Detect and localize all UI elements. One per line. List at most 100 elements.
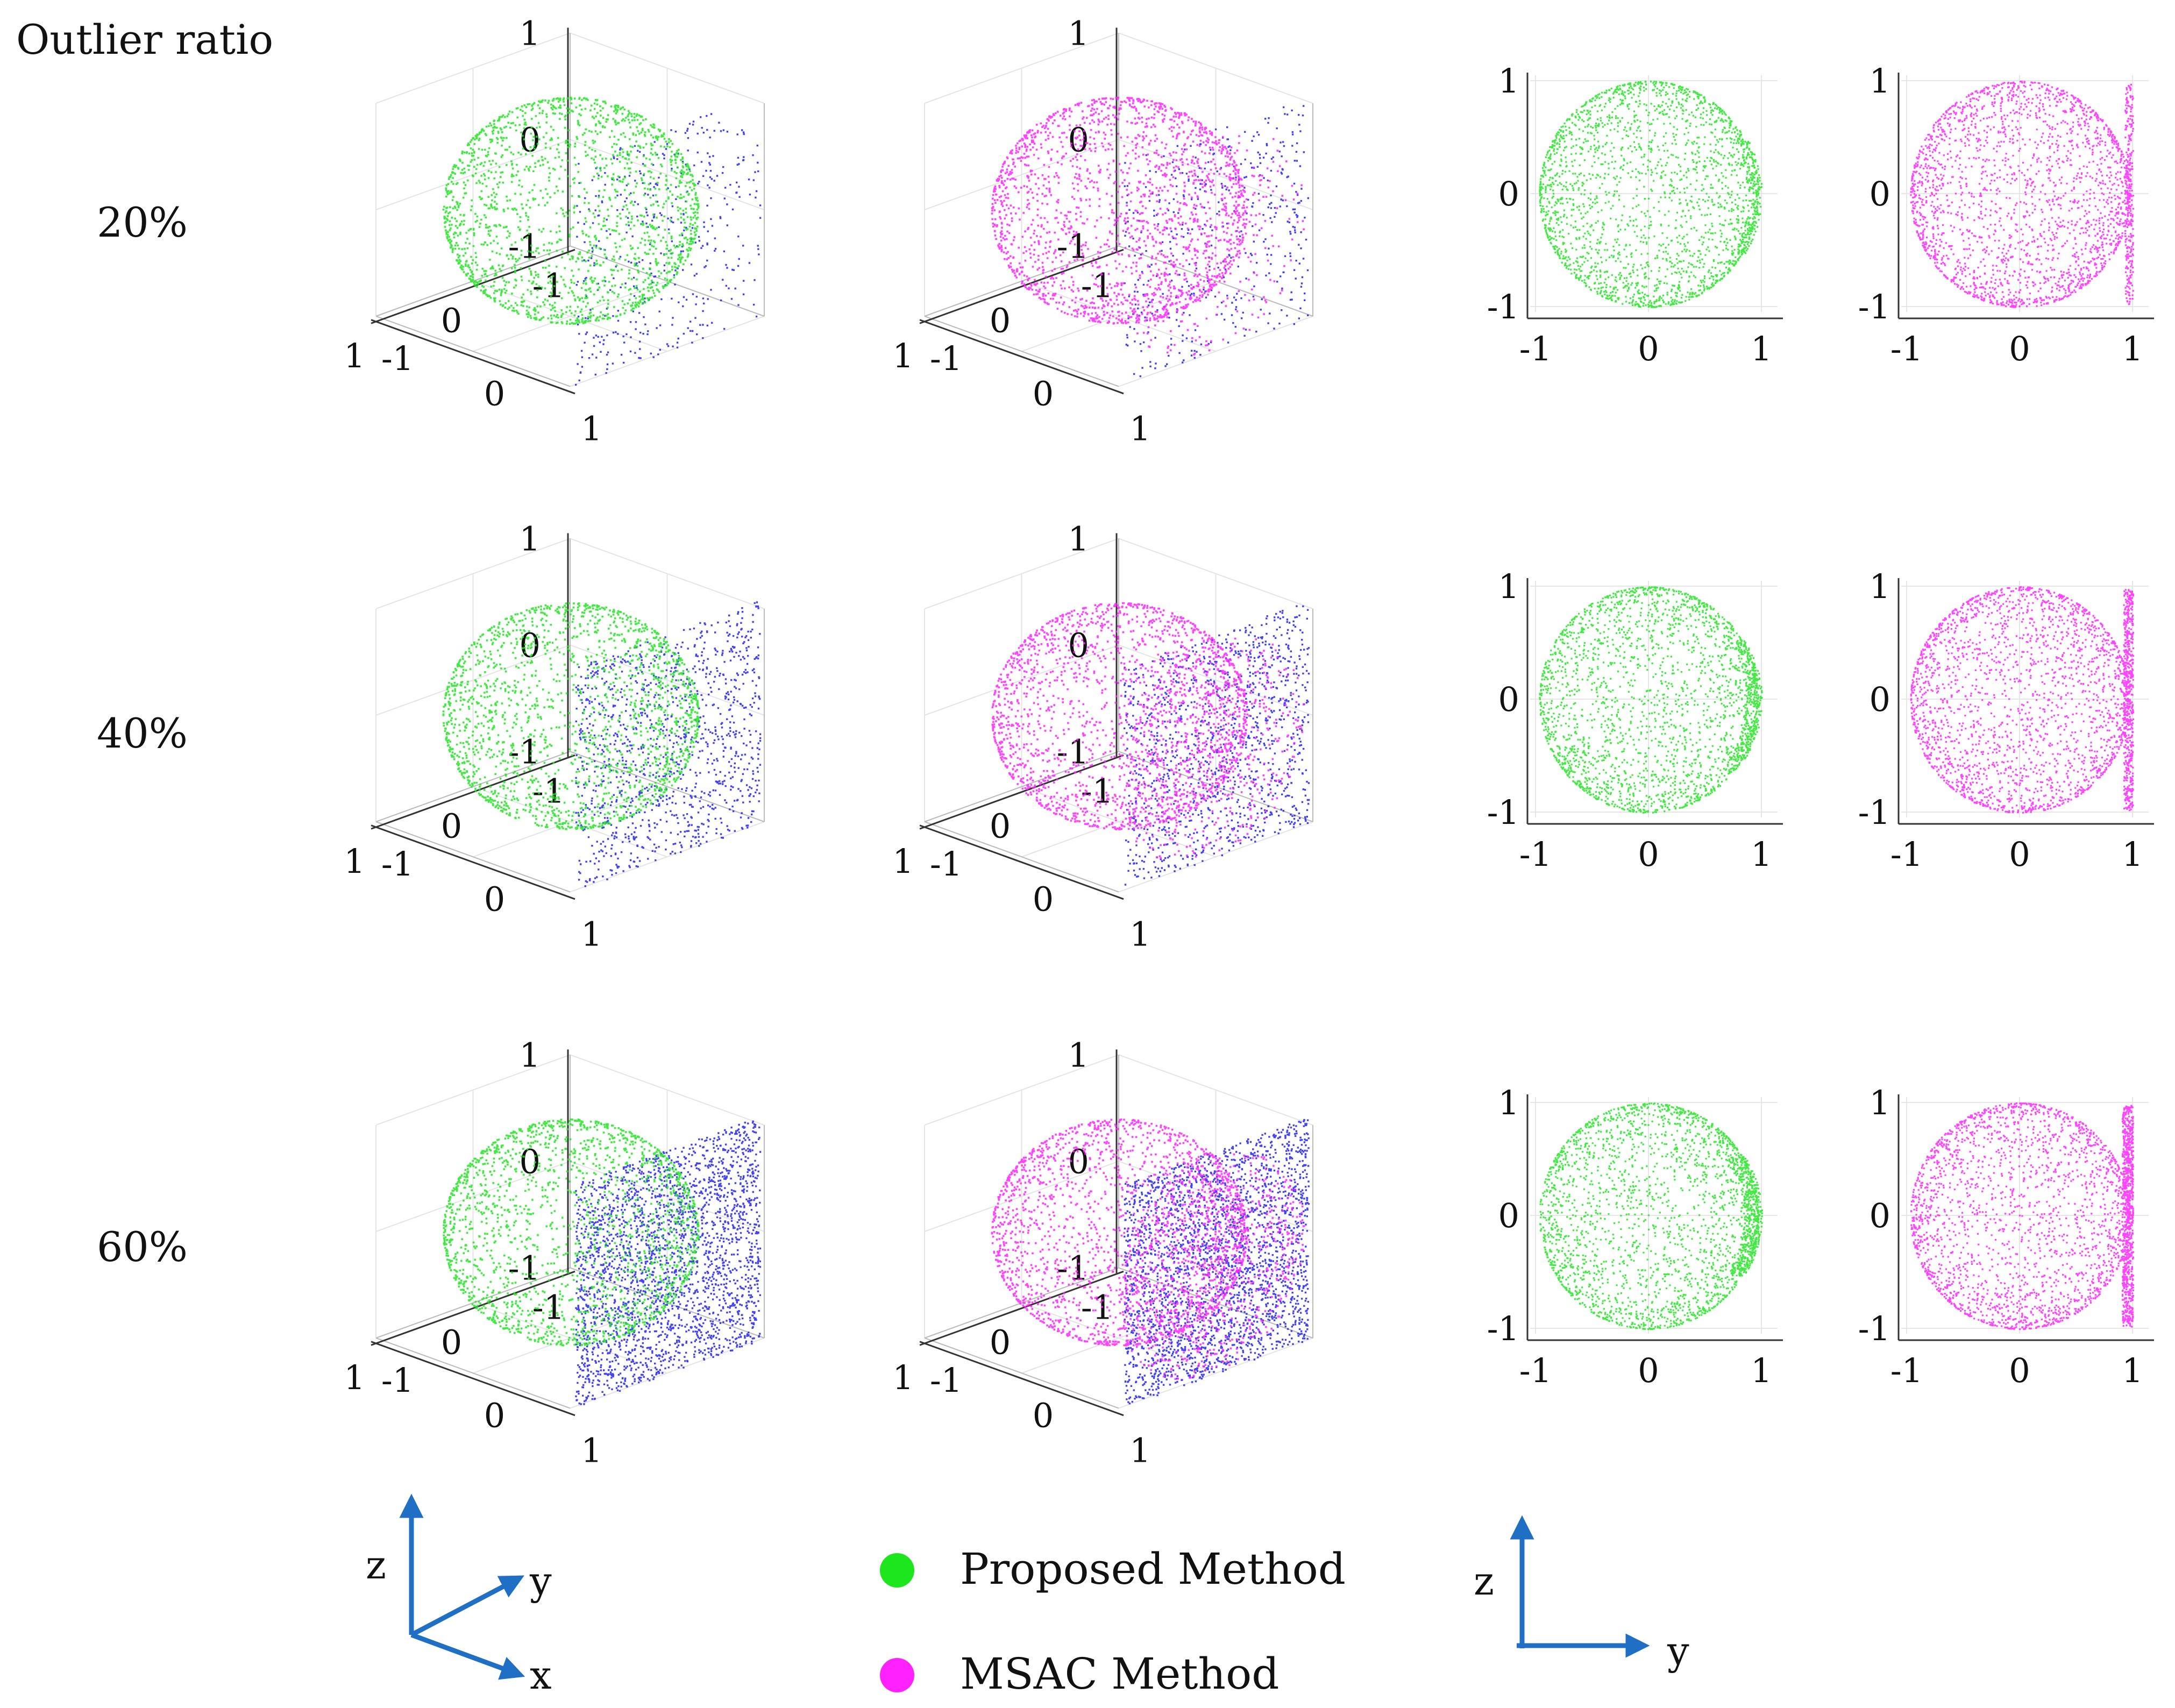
x-tick-label: 0	[441, 301, 462, 340]
panel-yz-msac-60pct: -1-1 0 0 1 1	[1858, 1083, 2154, 1390]
x-tick-label: 1	[344, 336, 365, 375]
legend-msac-marker	[880, 1658, 914, 1692]
box-edge	[375, 821, 571, 893]
y-tick-label: 1	[1751, 329, 1772, 368]
z-tick-label: 0	[520, 625, 541, 665]
y-axis-line	[371, 319, 575, 395]
y-axis-line	[919, 1341, 1124, 1417]
outlier-points	[1124, 605, 1310, 886]
inlier-points	[1910, 1102, 2135, 1330]
x-tick-label: 0	[990, 301, 1011, 340]
x-tick-label: 1	[344, 842, 365, 881]
y-tick-label: -1	[1890, 835, 1923, 874]
inlier-points	[442, 96, 700, 325]
scatter-panels: -1-1-1000111-1-1-1000111-1-10011-1-10011…	[344, 13, 2154, 1470]
x-tick-label: 1	[892, 336, 913, 375]
x-label-3d: x	[530, 1653, 552, 1698]
x-tick-label: 1	[344, 1358, 365, 1397]
y-tick-label: -1	[930, 844, 962, 884]
z-tick-label: -1	[508, 1248, 541, 1287]
box-edge	[375, 1337, 571, 1409]
panel-yz-proposed-40pct: -1-1 0 0 1 1	[1487, 567, 1783, 874]
x-tick-label: 0	[441, 807, 462, 846]
y-axis-line	[919, 824, 1124, 900]
z-tick-label: 1	[1068, 1035, 1089, 1074]
outlier-points	[575, 113, 762, 386]
z-tick-label: -1	[1858, 793, 1890, 832]
y-tick-label: -1	[930, 339, 962, 378]
y-axis-arrow-3d	[410, 1575, 524, 1637]
y-tick-label: 1	[581, 915, 602, 954]
y-tick-label: 1	[1129, 915, 1150, 954]
z-tick-label: -1	[1487, 793, 1519, 832]
z-label-3d: z	[366, 1542, 386, 1588]
y-tick-label: 0	[1638, 835, 1659, 874]
z-tick-label: 1	[1068, 13, 1089, 53]
grid-2d	[1530, 581, 1778, 817]
y-tick-label: 1	[581, 409, 602, 449]
y-tick-label: -1	[1519, 835, 1552, 874]
y-axis-line	[371, 1341, 575, 1417]
x-tick-label: 0	[990, 1323, 1011, 1362]
z-tick-label: 1	[1068, 519, 1089, 558]
inlier-points	[1539, 81, 1763, 308]
z-tick-label: 1	[1870, 61, 1890, 101]
outlier-ratio-header: Outlier ratio	[16, 16, 273, 63]
row-labels: 20% 40% 60%	[97, 198, 188, 1271]
x-tick-label: 1	[892, 1358, 913, 1397]
panel-yz-msac-20pct: -1-1 0 0 1 1	[1858, 61, 2154, 368]
z-tick-label: -1	[508, 226, 541, 266]
z-tick-label: 1	[1870, 567, 1890, 606]
x-axis-line	[919, 248, 1124, 324]
y-label-3d: y	[529, 1558, 552, 1604]
outlier-points	[575, 1120, 762, 1405]
y-tick-label: 0	[484, 879, 505, 919]
y-tick-label: 1	[2122, 329, 2143, 368]
x-axis-line	[371, 248, 575, 324]
inlier-points	[991, 602, 1305, 859]
y-tick-label: -1	[381, 339, 414, 378]
panel-yz-proposed-20pct: -1-1 0 0 1 1	[1487, 61, 1783, 368]
box-edge	[924, 1337, 1119, 1409]
grid-2d	[1901, 1097, 2149, 1334]
z-tick-label: -1	[1487, 1309, 1519, 1348]
y-tick-label: -1	[930, 1361, 962, 1400]
y-axis-line	[371, 824, 575, 900]
panel-yz-proposed-60pct: -1-1 0 0 1 1	[1487, 1083, 1783, 1390]
y-tick-label: 0	[1033, 1396, 1054, 1435]
y-tick-label: 0	[1033, 879, 1054, 919]
y-tick-label: -1	[381, 844, 414, 884]
y-tick-label: 0	[484, 1396, 505, 1435]
z-tick-label: 1	[520, 1035, 541, 1074]
z-tick-label: 0	[1498, 1196, 1519, 1235]
box-edge	[375, 751, 571, 822]
z-tick-label: -1	[1057, 226, 1089, 266]
z-tick-label: 0	[1068, 120, 1089, 159]
box-edge	[924, 316, 1119, 387]
y-tick-label: 1	[581, 1431, 602, 1470]
y-tick-label: 0	[1638, 329, 1659, 368]
y-tick-label: -1	[1890, 1351, 1923, 1390]
y-tick-label: 0	[2009, 329, 2030, 368]
z-tick-label: 0	[1498, 174, 1519, 213]
z-tick-label: 1	[1870, 1083, 1890, 1122]
z-tick-label: 0	[520, 120, 541, 159]
box-edge	[375, 245, 571, 317]
z-tick-label: 1	[520, 13, 541, 53]
y-tick-label: -1	[1890, 329, 1923, 368]
y-tick-label: 0	[1638, 1351, 1659, 1390]
z-tick-label: 1	[1498, 1083, 1519, 1122]
z-tick-label: 1	[1498, 567, 1519, 606]
y-tick-label: 0	[2009, 1351, 2030, 1390]
box-edge	[924, 1267, 1119, 1339]
legend-proposed-label: Proposed Method	[960, 1544, 1346, 1594]
z-tick-label: 0	[1870, 680, 1890, 719]
row-label-40pct: 40%	[97, 709, 188, 757]
z-tick-label: 0	[1498, 680, 1519, 719]
y-tick-label: 1	[1129, 409, 1150, 449]
